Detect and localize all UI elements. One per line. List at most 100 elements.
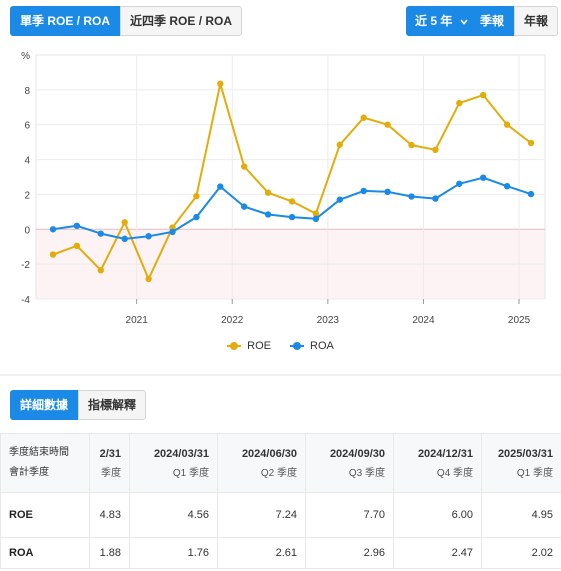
column-quarter: Q4 季度 [436, 467, 473, 479]
data-point-roa [503, 183, 511, 190]
data-point-roe [527, 139, 535, 147]
data-point-roa [360, 187, 367, 195]
column-date: 2024/12/31 [417, 447, 473, 460]
data-point-roe [480, 91, 487, 99]
x-tick-label: 2023 [317, 315, 340, 326]
column-quarter: Q1 季度 [172, 467, 209, 479]
data-point-roe [49, 251, 57, 258]
data-point-roa [217, 183, 224, 190]
data-point-roe [288, 198, 296, 205]
data-point-roe [73, 242, 81, 250]
column-quarter: Q2 季度 [260, 467, 297, 479]
data-point-roe [97, 267, 105, 274]
data-point-roe [312, 210, 320, 217]
table-cell: 4.95 [481, 492, 561, 538]
column-header: 2024/09/30 Q3 季度 [305, 433, 394, 493]
y-tick-label: 2 [24, 190, 30, 201]
y-axis-unit: % [21, 51, 30, 62]
legend-roe-label: ROE [247, 340, 271, 352]
column-date: 2025/03/31 [497, 447, 553, 460]
chart-legend: ROE ROA [0, 340, 561, 353]
data-point-roe [193, 192, 200, 200]
data-point-roe [241, 163, 248, 170]
column-quarter: 季度 [101, 467, 121, 479]
tab-detail-data[interactable]: 詳細數據 [10, 390, 79, 420]
table-cell: 6.00 [393, 492, 482, 538]
data-point-roa [384, 188, 391, 196]
table-row-roe: ROE 4.83 4.56 7.24 7.70 6.00 4.95 [0, 492, 561, 538]
annual-tab[interactable]: 年報 [514, 6, 559, 36]
tab-indicator-explanation[interactable]: 指標解釋 [78, 390, 147, 420]
row-label: ROE [0, 492, 90, 538]
quarterly-tab[interactable]: 季報 [470, 6, 515, 36]
y-tick-label: -2 [21, 260, 30, 271]
data-point-roe [336, 141, 343, 148]
data-point-roa [121, 235, 128, 243]
legend-roa-label: ROA [310, 340, 334, 352]
data-point-roe [121, 219, 128, 226]
y-tick-label: 4 [24, 156, 30, 167]
column-date: 2024/03/31 [153, 447, 209, 460]
fiscal-quarter-label: 會計季度 [9, 467, 49, 478]
data-point-roa [312, 215, 320, 223]
data-point-roa [49, 226, 57, 233]
x-tick-label: 2024 [412, 315, 435, 326]
data-point-roa [264, 211, 272, 218]
row-label: ROA [0, 537, 90, 569]
section-divider [0, 374, 561, 376]
table-header-row: 季度結束時間 會計季度 2/31 季度 2024/03/31 Q1 季度 2024/… [0, 433, 561, 493]
table-cell: 2.47 [393, 537, 482, 569]
table-cell: 4.56 [129, 492, 218, 538]
legend-roa-marker-icon [290, 342, 305, 350]
data-point-roe [408, 141, 415, 149]
table-cell: 1.88 [89, 537, 130, 569]
y-tick-label: 6 [24, 121, 30, 132]
row-header-cell: 季度結束時間 會計季度 [0, 433, 90, 493]
legend-item-roe[interactable]: ROE [227, 340, 271, 352]
legend-roe-marker-icon [227, 342, 242, 350]
data-point-roe [360, 114, 367, 121]
table-cell: 4.83 [89, 492, 130, 538]
data-point-roa [288, 213, 296, 221]
table-cell: 7.70 [305, 492, 394, 538]
detail-tabs: 詳細數據 指標解釋 [10, 390, 147, 420]
table-cell: 7.24 [217, 492, 306, 538]
data-point-roe [432, 146, 439, 154]
x-tick-label: 2022 [221, 315, 244, 326]
data-point-roa [169, 228, 176, 236]
table-row-roa: ROA 1.88 1.76 2.61 2.96 2.47 2.02 [0, 537, 561, 569]
table-cell: 2.96 [305, 537, 394, 569]
column-header: 2024/06/30 Q2 季度 [217, 433, 306, 493]
data-point-roa [193, 213, 200, 221]
column-header: 2024/12/31 Q4 季度 [393, 433, 482, 493]
legend-item-roa[interactable]: ROA [290, 340, 334, 352]
table-cell: 2.02 [481, 537, 561, 569]
data-point-roe [217, 80, 224, 87]
data-point-roa [527, 190, 535, 198]
chevron-down-icon [460, 7, 468, 35]
single-quarter-tab[interactable]: 單季 ROE / ROA [10, 6, 121, 36]
four-quarters-tab[interactable]: 近四季 ROE / ROA [120, 6, 243, 36]
data-point-roe [264, 189, 272, 196]
ratio-toggle: 單季 ROE / ROA 近四季 ROE / ROA [10, 6, 243, 36]
data-point-roa [456, 180, 463, 187]
column-header: 2025/03/31 Q1 季度 [481, 433, 561, 493]
data-point-roa [408, 193, 415, 200]
column-quarter: Q3 季度 [348, 467, 385, 479]
y-tick-label: -4 [21, 295, 30, 306]
range-select[interactable]: 近 5 年 [406, 6, 477, 36]
data-point-roa [145, 233, 152, 240]
column-date: 2/31 [99, 447, 121, 460]
range-select-group: 近 5 年 [406, 6, 477, 36]
table-cell: 2.61 [217, 537, 306, 569]
column-date: 2024/06/30 [241, 447, 297, 460]
period-end-label: 季度結束時間 [9, 447, 69, 458]
data-point-roa [336, 196, 343, 203]
column-header: 2/31 季度 [89, 433, 130, 493]
data-point-roe [384, 121, 391, 128]
column-quarter: Q1 季度 [516, 467, 553, 479]
period-toggle: 季報 年報 [470, 6, 559, 36]
roe-roa-line-chart: -4 -2 0 2 4 6 8% 2021 2022 2023 2024 2025 [21, 51, 546, 326]
y-tick-label: 8 [24, 86, 30, 97]
data-point-roa [432, 195, 439, 202]
